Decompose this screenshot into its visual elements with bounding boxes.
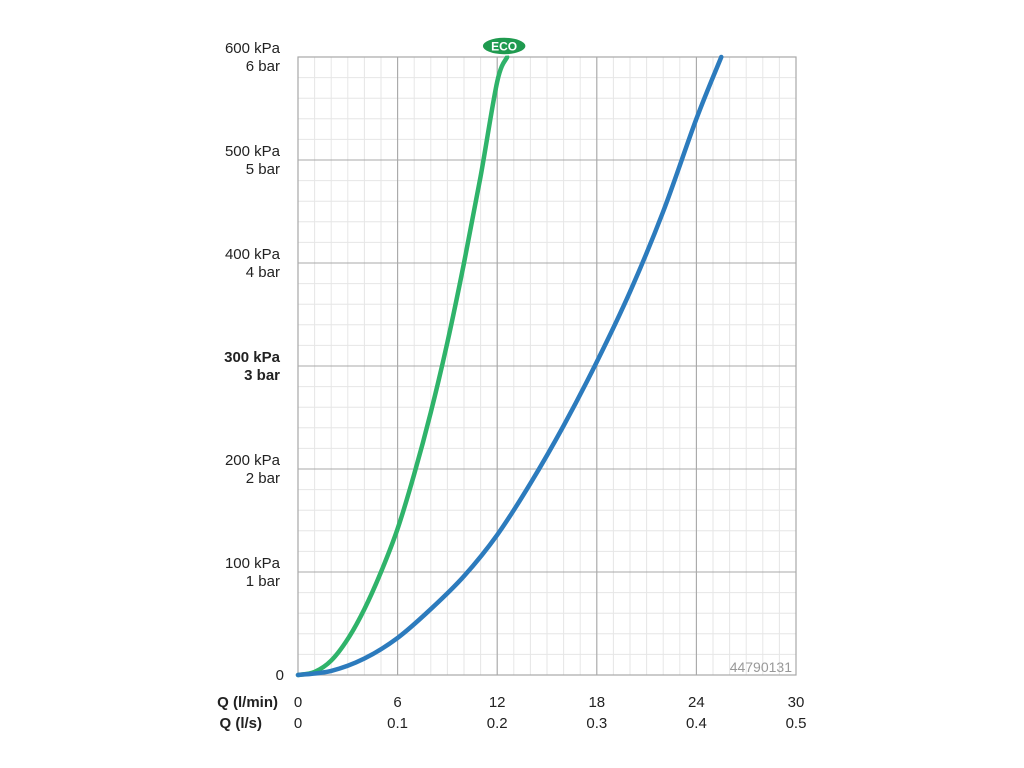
x-tick-label-lmin: 30 bbox=[788, 694, 805, 711]
x-tick-label-ls: 0.3 bbox=[586, 715, 607, 732]
x-tick-label-ls: 0.4 bbox=[686, 715, 707, 732]
x-axis-title-ls: Q (l/s) bbox=[219, 715, 262, 732]
x-tick-label-ls: 0 bbox=[294, 715, 302, 732]
product-code-label: 44790131 bbox=[730, 659, 793, 675]
y-tick-label-kpa: 400 kPa bbox=[225, 246, 281, 263]
series-line-eco bbox=[295, 54, 510, 678]
y-tick-label-bar: 3 bar bbox=[244, 367, 280, 384]
y-tick-label-bar: 4 bar bbox=[246, 264, 280, 281]
y-tick-label-bar: 6 bar bbox=[246, 58, 280, 75]
y-tick-label-kpa: 200 kPa bbox=[225, 452, 281, 469]
x-tick-label-lmin: 18 bbox=[588, 694, 605, 711]
x-tick-label-lmin: 0 bbox=[294, 694, 302, 711]
x-tick-label-lmin: 6 bbox=[393, 694, 401, 711]
x-tick-label-lmin: 24 bbox=[688, 694, 705, 711]
y-tick-label-bar: 5 bar bbox=[246, 161, 280, 178]
x-axis-labels: 0 6 12 18 24 30 0 0.1 0.2 0.3 0.4 0.5 bbox=[294, 694, 807, 732]
y-tick-label-kpa: 500 kPa bbox=[225, 143, 281, 160]
x-axis-title-lmin: Q (l/min) bbox=[217, 694, 278, 711]
y-tick-label-kpa: 300 kPa bbox=[224, 349, 281, 366]
y-tick-label-bar: 2 bar bbox=[246, 470, 280, 487]
series-line-standard bbox=[295, 54, 724, 678]
x-tick-label-ls: 0.1 bbox=[387, 715, 408, 732]
y-tick-label-kpa: 100 kPa bbox=[225, 555, 281, 572]
x-tick-label-ls: 0.2 bbox=[487, 715, 508, 732]
plot-frame bbox=[297, 56, 797, 676]
y-tick-label-bar: 1 bar bbox=[246, 573, 280, 590]
y-tick-label-kpa: 600 kPa bbox=[225, 40, 281, 57]
eco-badge-shape bbox=[481, 36, 527, 56]
eco-badge: ECO bbox=[481, 36, 527, 56]
y-tick-label: 0 bbox=[276, 667, 284, 684]
x-tick-label-ls: 0.5 bbox=[786, 715, 807, 732]
x-tick-label-lmin: 12 bbox=[489, 694, 506, 711]
eco-badge-label: ECO bbox=[491, 40, 517, 54]
series-layer bbox=[295, 54, 724, 678]
